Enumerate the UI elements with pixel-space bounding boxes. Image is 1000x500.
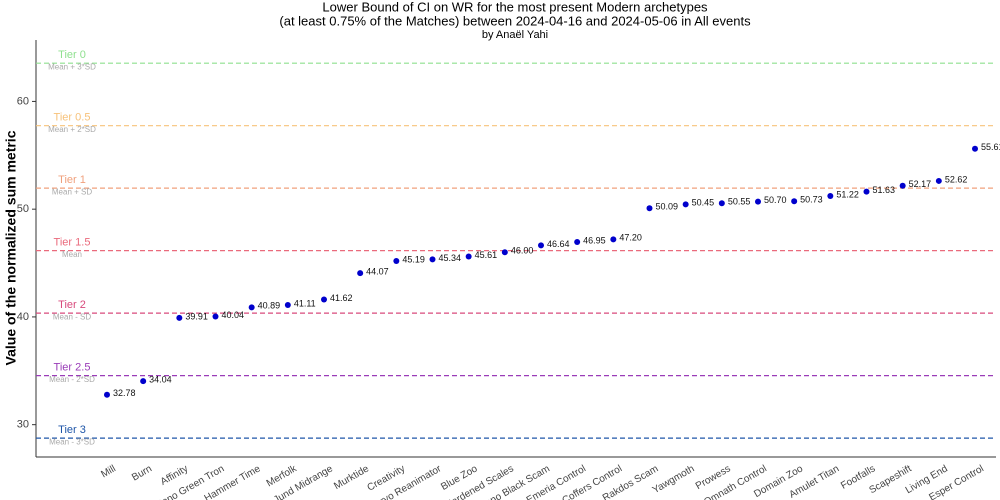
point (501, 249, 508, 256)
value-label: 39.91 (185, 311, 208, 321)
y-tick-label: 30 (17, 419, 29, 431)
tier-sublabel: Mean - 2*SD (49, 375, 95, 384)
tier-label: Tier 1 (58, 174, 86, 186)
point (899, 182, 906, 189)
point (140, 378, 147, 385)
x-tick-label: Murktide (332, 463, 371, 492)
value-label: 46.00 (511, 246, 534, 256)
value-label: 41.11 (294, 298, 316, 308)
point (935, 177, 942, 184)
value-label: 50.73 (800, 195, 823, 205)
point (176, 314, 183, 321)
y-tick-label: 50 (17, 203, 29, 215)
value-label: 46.95 (583, 235, 606, 245)
tier-sublabel: Mean - SD (53, 312, 91, 321)
value-label: 50.45 (692, 198, 715, 208)
tier-label: Tier 3 (58, 424, 86, 436)
point (972, 145, 978, 152)
tier-sublabel: Mean + 2*SD (48, 125, 96, 134)
y-axis-label: Value of the normalized sum metric (3, 130, 19, 365)
y-tick-label: 60 (17, 95, 29, 107)
tier-sublabel: Mean - 3*SD (49, 437, 95, 446)
point (321, 296, 327, 303)
value-label: 55.61 (981, 142, 1000, 152)
value-label: 34.04 (149, 375, 172, 385)
value-label: 51.22 (836, 189, 859, 199)
tier-label: Tier 0 (58, 49, 86, 61)
y-tick-label: 40 (17, 311, 29, 323)
point (538, 242, 544, 249)
value-label: 51.63 (873, 185, 896, 195)
point (393, 257, 400, 264)
value-label: 50.09 (656, 202, 679, 212)
tier-sublabel: Mean + 3*SD (48, 62, 96, 71)
chart-subtitle: (at least 0.75% of the Matches) between … (279, 13, 751, 28)
value-label: 52.17 (909, 179, 932, 189)
x-tick-label: Burn (130, 463, 154, 483)
point (574, 239, 581, 246)
value-label: 50.55 (728, 197, 751, 207)
value-label: 45.61 (475, 250, 498, 260)
tier-sublabel: Mean (62, 250, 82, 259)
point (755, 198, 761, 205)
value-label: 46.64 (547, 239, 570, 249)
x-tick-label: Mill (99, 463, 117, 480)
point (718, 200, 725, 207)
value-label: 52.62 (945, 174, 968, 184)
value-label: 45.19 (402, 254, 425, 264)
point (429, 256, 436, 263)
tier-label: Tier 2 (58, 299, 86, 311)
value-label: 40.04 (222, 310, 245, 320)
value-label: 45.34 (439, 253, 462, 263)
tier-label: Tier 1.5 (54, 237, 91, 249)
point (212, 313, 219, 320)
chart-author: by Anaël Yahi (482, 29, 548, 41)
value-label: 40.89 (258, 301, 281, 311)
point (827, 193, 834, 200)
value-label: 47.20 (619, 233, 642, 243)
point (248, 304, 255, 311)
value-label: 32.78 (113, 388, 136, 398)
point (465, 253, 472, 260)
value-label: 50.70 (764, 195, 787, 205)
value-label: 44.07 (366, 266, 389, 276)
point (791, 198, 798, 205)
tier-label: Tier 0.5 (54, 112, 91, 124)
point (682, 201, 689, 208)
tier-sublabel: Mean + SD (52, 187, 92, 196)
point (610, 236, 617, 243)
chart-title: Lower Bound of CI on WR for the most pre… (322, 0, 708, 14)
point (646, 205, 653, 212)
point (104, 391, 110, 398)
point (284, 301, 291, 308)
point (863, 188, 870, 195)
point (357, 270, 364, 277)
value-label: 41.62 (330, 293, 353, 303)
tier-label: Tier 2.5 (54, 362, 91, 374)
